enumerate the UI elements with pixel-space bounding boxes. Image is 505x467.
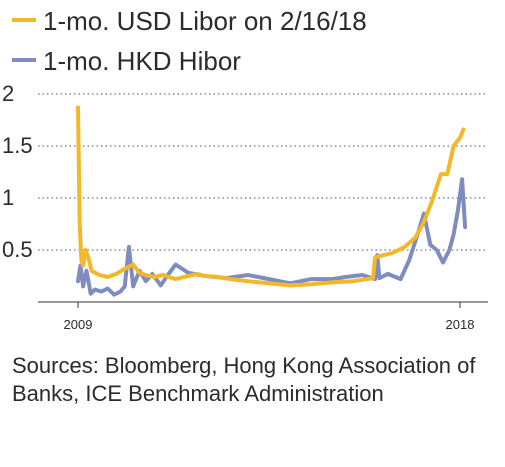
sources-note: Sources: Bloomberg, Hong Kong Associatio… [12, 353, 476, 406]
series-line-hkd-hibor [76, 177, 468, 297]
x-tick-label: 2018 [446, 317, 475, 330]
legend-label-usd-libor: 1-mo. USD Libor on 2/16/18 [43, 6, 367, 36]
x-axis-ticks: 2009 2018 [64, 302, 475, 330]
legend: 1-mo. USD Libor on 2/16/18 1-mo. HKD Hib… [12, 6, 367, 76]
chart: 1-mo. USD Libor on 2/16/18 1-mo. HKD Hib… [2, 6, 488, 330]
y-axis-ticks: 2 1.5 1 0.5 [2, 81, 33, 262]
series-lines [76, 105, 468, 297]
y-tick-label: 0.5 [2, 237, 33, 262]
legend-label-hkd-hibor: 1-mo. HKD Hibor [43, 46, 241, 76]
y-tick-label: 2 [2, 81, 14, 106]
series-line-usd-libor [76, 105, 466, 288]
x-tick-label: 2009 [64, 317, 93, 330]
y-tick-label: 1 [2, 185, 14, 210]
y-tick-label: 1.5 [2, 133, 33, 158]
